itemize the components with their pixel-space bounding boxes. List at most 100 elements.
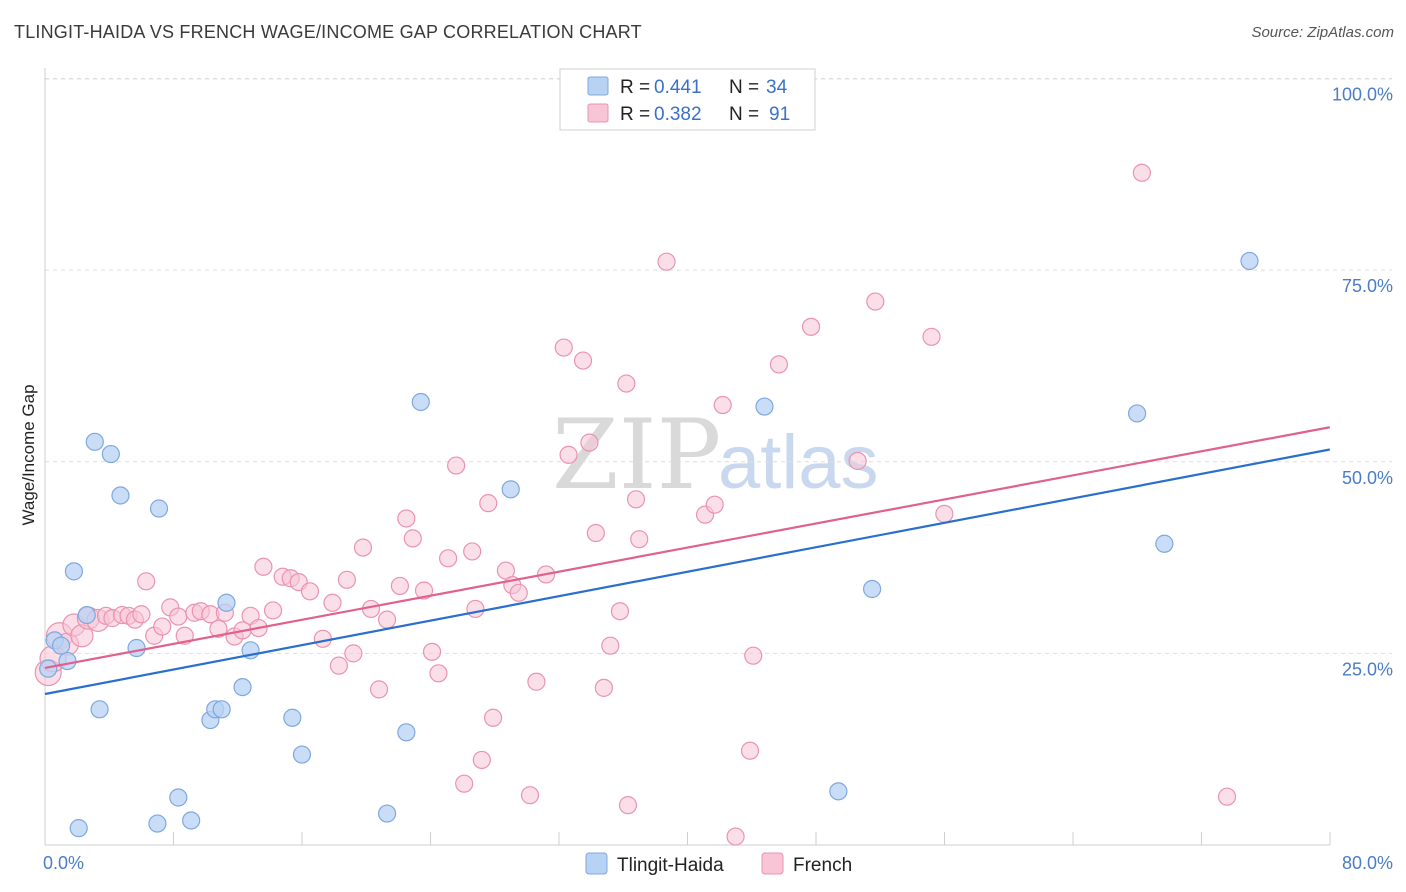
tlingit-haida-point [217,593,236,612]
french-point [353,538,373,557]
tlingit-haida-point [212,700,231,719]
french-point [594,678,613,697]
french-point [390,576,410,596]
tlingit-haida-point [501,480,520,499]
french-point [1217,787,1237,806]
tlingit-haida-point [411,392,430,412]
french-point [403,529,422,548]
french-point [726,827,745,846]
french-point [657,252,676,271]
french-point [337,570,357,589]
legend-swatch-french [587,103,609,123]
french-point [618,796,638,815]
legend-r-label-1: R = [620,77,650,98]
x-tick-label-min: 0.0% [43,853,84,873]
y-tick-label-50: 50.0% [1342,468,1393,488]
tlingit-haida-point [182,811,201,830]
french-point [329,656,348,675]
legend-n-label-1: N = [729,77,759,98]
french-point [866,292,885,311]
french-trend-line [44,426,1331,670]
grid-lines [45,78,1392,654]
bottom-legend-label-tlingit-haida: Tlingit-Haida [617,855,724,876]
tlingit-haida-point [829,782,848,801]
tlingit-haida-point [1155,534,1174,553]
french-point [439,549,458,568]
french-point [377,610,397,629]
french-point [479,494,498,513]
legend-n-value-1: 34 [766,77,788,98]
tlingit-haida-point [101,444,120,464]
legend-n-value-2: 91 [769,104,790,125]
french-point [209,619,228,638]
tlingit-haida-point [77,605,96,625]
bottom-legend-label-french: French [793,855,852,876]
bottom-legend-swatch-tlingit-haida [585,852,608,875]
french-point [429,664,448,683]
bottom-legend-swatch-french [761,852,784,875]
tlingit-haida-point [149,499,169,518]
french-point [769,355,789,374]
y-axis-label: Wage/Income Gap [19,384,38,525]
tlingit-haida-point [127,638,146,658]
legend-r-value-1: 0.441 [654,77,702,98]
french-point [323,593,342,612]
legend-swatch-tlingit-haida [587,76,609,96]
tlingit-haida-point [283,708,302,727]
french-point [447,456,466,475]
french-point [263,601,283,620]
tlingit-haida-point [90,700,109,719]
french-point [169,607,188,626]
tlingit-haida-point [377,804,397,823]
french-point [801,317,821,336]
french-point [137,572,156,591]
tlingit-haida-point [755,397,774,416]
french-point [414,581,434,600]
tlingit-haida-point [169,788,188,807]
french-point [153,617,172,636]
french-point [744,646,763,665]
french-point [601,636,620,655]
tlingit-haida-trend-line [44,448,1331,696]
french-point [626,490,646,509]
legend-r-label-2: R = [620,104,650,125]
french-point [935,504,954,523]
tlingit-haida-point [397,723,416,742]
tlingit-haida-point [292,745,312,764]
french-point [586,523,605,543]
french-point [422,642,442,661]
tlingit-haida-point [233,678,252,697]
legend-n-label-2: N = [729,104,759,125]
french-point [922,327,941,346]
french-point [466,599,485,619]
french-point [483,708,503,727]
tlingit-haida-point [64,562,84,581]
french-point [254,557,273,576]
french-point [630,530,649,549]
trend-lines [44,426,1331,696]
y-tick-label-100: 100.0% [1332,85,1393,105]
tlingit-haida-point [862,579,882,599]
french-point [705,495,724,514]
french-point [1132,163,1151,182]
french-point [313,629,332,648]
tlingit-haida-point [39,659,58,678]
axes: 25.0% 50.0% 75.0% 100.0% 0.0% 80.0% [43,68,1393,873]
french-point [527,672,546,691]
french-point [554,338,573,357]
french-point [472,750,491,770]
tlingit-haida-point [148,814,167,833]
tlingit-haida-point [58,651,77,671]
french-point [369,680,389,699]
tlingit-haida-point [51,636,71,655]
french-point [520,786,540,805]
correlation-legend: R = 0.441 N = 34 R = 0.382 N = 91 [559,68,816,131]
x-tick-label-max: 80.0% [1342,853,1393,873]
legend-r-value-2: 0.382 [654,104,702,125]
tlingit-haida-point [69,819,88,838]
series-legend: Tlingit-Haida French [585,852,852,876]
tlingit-haida-point [1240,251,1259,271]
french-point [740,741,760,760]
tlingit-haida-point [1127,404,1147,423]
